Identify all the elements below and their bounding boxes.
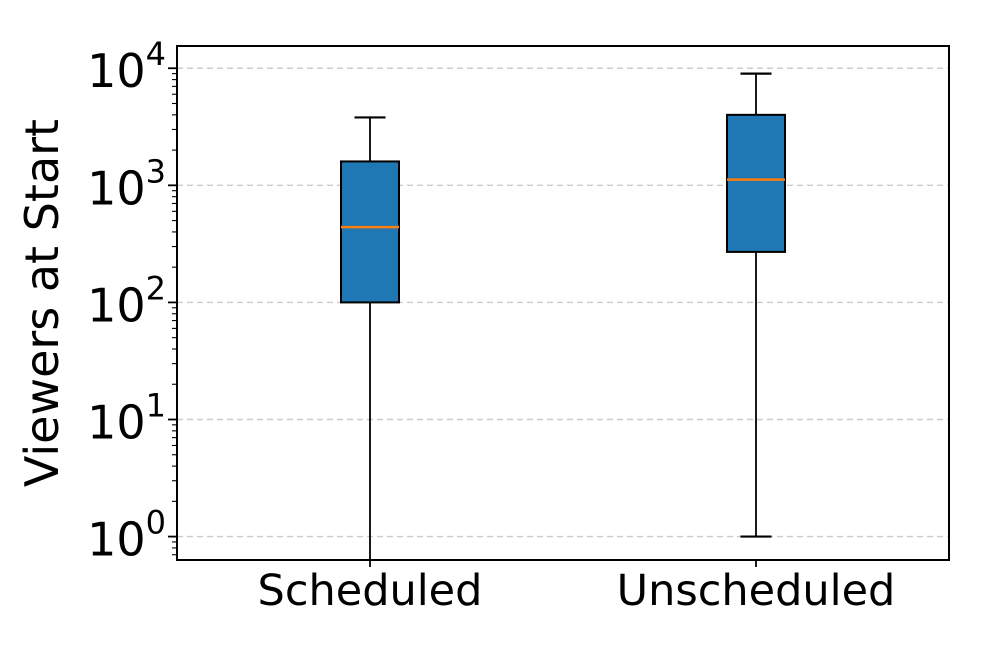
y-tick-label-10e1: 101: [87, 386, 166, 449]
label-layer: Viewers at Start Scheduled Unscheduled 1…: [15, 35, 895, 616]
box-scheduled: [340, 160, 400, 304]
y-tick-label-10e4: 104: [87, 35, 166, 98]
box-unscheduled: [726, 113, 786, 253]
y-axis-label: Viewers at Start: [15, 119, 69, 487]
y-tick-label-10e2: 102: [87, 269, 166, 332]
plot-border: [176, 45, 950, 561]
y-tick-label-10e3: 103: [87, 152, 166, 215]
y-tick-label-10e0: 100: [87, 504, 166, 567]
x-tick-label-scheduled: Scheduled: [258, 566, 483, 616]
x-tick-label-unscheduled: Unscheduled: [617, 566, 896, 616]
grid-layer: [177, 67, 949, 538]
tick-layer: [168, 67, 757, 567]
box-layer: [340, 72, 786, 560]
